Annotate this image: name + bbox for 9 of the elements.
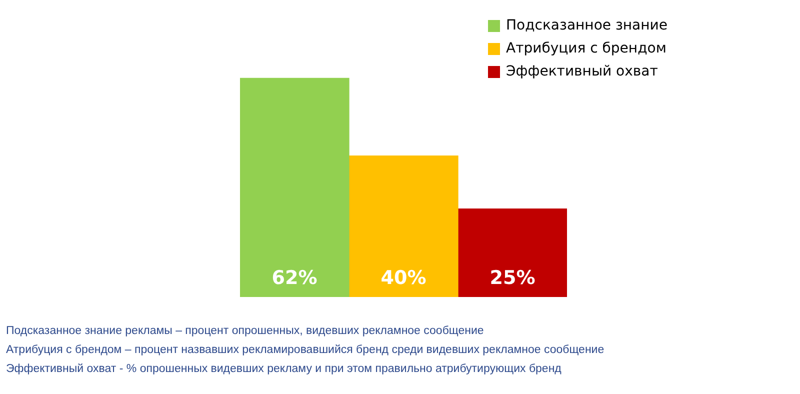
data-label: 62%: [272, 266, 318, 289]
legend-label: Эффективный охват: [506, 64, 658, 80]
legend-label: Атрибуция с брендом: [506, 40, 666, 57]
text: Подсказанное знание рекламы – процент опрошенных, видевших рекламное сообщение: [6, 324, 485, 339]
data-label: 25%: [490, 266, 536, 289]
text: Атрибуция с брендом – процент назвавших рекламировавшийся бренд среди видевших рекламное сообщение: [6, 343, 604, 358]
legend-label: Подсказанное знание: [506, 18, 668, 34]
text: Эффективный охват - % опрошенных видевших рекламу и при этом правильно атрибутирующих бренд: [6, 362, 562, 377]
data-label: 40%: [380, 266, 426, 289]
